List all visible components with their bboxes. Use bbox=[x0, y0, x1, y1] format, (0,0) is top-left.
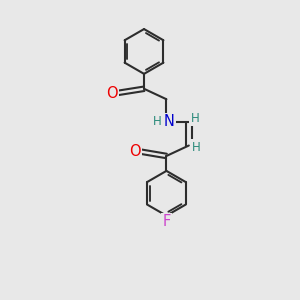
Text: H: H bbox=[192, 140, 201, 154]
Text: F: F bbox=[162, 214, 170, 229]
Text: H: H bbox=[153, 115, 162, 128]
Text: H: H bbox=[191, 112, 200, 124]
Text: O: O bbox=[129, 144, 140, 159]
Text: N: N bbox=[164, 114, 175, 129]
Text: O: O bbox=[106, 86, 118, 101]
